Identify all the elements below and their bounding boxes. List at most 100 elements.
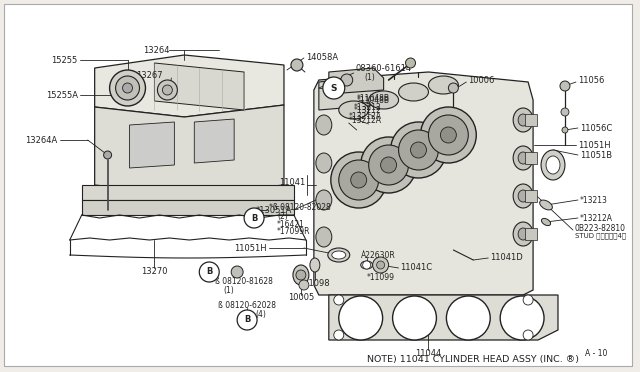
Circle shape	[560, 81, 570, 91]
Polygon shape	[195, 119, 234, 163]
Text: *17099R: *17099R	[277, 227, 310, 235]
Text: 11044: 11044	[415, 349, 442, 357]
Text: B: B	[244, 315, 250, 324]
Circle shape	[334, 295, 344, 305]
Circle shape	[561, 108, 569, 116]
Text: (1): (1)	[223, 285, 234, 295]
Text: 11056: 11056	[578, 76, 604, 84]
Circle shape	[323, 77, 345, 99]
Circle shape	[363, 261, 371, 269]
Polygon shape	[154, 63, 244, 110]
Circle shape	[231, 266, 243, 278]
Text: 11051H: 11051H	[578, 141, 611, 150]
Circle shape	[340, 74, 353, 86]
Circle shape	[377, 261, 385, 269]
Ellipse shape	[328, 248, 349, 262]
Circle shape	[523, 330, 533, 340]
Text: 15255: 15255	[51, 55, 77, 64]
Polygon shape	[95, 55, 284, 117]
Bar	[525, 228, 537, 240]
Text: NOTE) 11041 CYLINDER HEAD ASSY (INC. ®): NOTE) 11041 CYLINDER HEAD ASSY (INC. ®)	[367, 355, 579, 364]
Polygon shape	[329, 68, 383, 94]
Circle shape	[372, 257, 388, 273]
Ellipse shape	[541, 218, 550, 225]
Text: 13270: 13270	[141, 267, 168, 276]
Circle shape	[104, 151, 111, 159]
Polygon shape	[82, 200, 294, 215]
Text: B: B	[206, 267, 212, 276]
Text: *13212A: *13212A	[349, 115, 381, 125]
Ellipse shape	[339, 101, 369, 119]
Text: 10006: 10006	[468, 76, 495, 84]
Ellipse shape	[369, 91, 399, 109]
Text: 13264: 13264	[143, 45, 170, 55]
Circle shape	[199, 262, 220, 282]
Circle shape	[523, 295, 533, 305]
Text: B: B	[251, 214, 257, 222]
Ellipse shape	[316, 153, 332, 173]
Text: *16421: *16421	[277, 219, 305, 228]
Circle shape	[163, 85, 172, 95]
Circle shape	[446, 296, 490, 340]
Ellipse shape	[518, 152, 528, 164]
Text: *13212: *13212	[354, 106, 381, 115]
Text: 08360-61614: 08360-61614	[356, 64, 412, 73]
Polygon shape	[329, 295, 558, 340]
Polygon shape	[314, 72, 533, 295]
Text: (4): (4)	[255, 311, 266, 320]
Circle shape	[392, 296, 436, 340]
Ellipse shape	[513, 184, 533, 208]
Text: 13267: 13267	[136, 71, 163, 80]
Circle shape	[410, 142, 426, 158]
Circle shape	[381, 157, 397, 173]
Circle shape	[339, 160, 379, 200]
Ellipse shape	[310, 258, 320, 272]
Text: Ȧ22630R: Ȧ22630R	[361, 251, 396, 260]
Circle shape	[122, 83, 132, 93]
Text: *13051A: *13051A	[255, 205, 292, 215]
Text: *13212A: *13212A	[580, 214, 613, 222]
Circle shape	[116, 76, 140, 100]
Text: 11051B: 11051B	[580, 151, 612, 160]
Text: *11099: *11099	[367, 273, 395, 282]
Text: ß 08120-81628: ß 08120-81628	[215, 278, 273, 286]
Polygon shape	[95, 105, 284, 195]
Circle shape	[244, 208, 264, 228]
Circle shape	[109, 70, 145, 106]
Circle shape	[399, 130, 438, 170]
Text: 11051H: 11051H	[234, 244, 267, 253]
Ellipse shape	[518, 190, 528, 202]
Circle shape	[296, 270, 306, 280]
Text: *11048B: *11048B	[356, 93, 390, 103]
Circle shape	[406, 58, 415, 68]
Bar	[525, 152, 537, 164]
Ellipse shape	[518, 228, 528, 240]
Ellipse shape	[518, 114, 528, 126]
Text: (2): (2)	[277, 212, 288, 221]
Circle shape	[291, 59, 303, 71]
Circle shape	[351, 172, 367, 188]
Text: *13212A: *13212A	[349, 112, 381, 121]
Polygon shape	[319, 78, 379, 110]
Text: *13212: *13212	[354, 103, 381, 112]
Ellipse shape	[293, 265, 309, 285]
Text: STUD スタッド（4）: STUD スタッド（4）	[575, 233, 626, 239]
Circle shape	[299, 280, 309, 290]
Circle shape	[390, 122, 446, 178]
Circle shape	[440, 127, 456, 143]
Circle shape	[157, 80, 177, 100]
Text: (1): (1)	[365, 73, 376, 81]
Ellipse shape	[428, 76, 458, 94]
Circle shape	[420, 107, 476, 163]
Polygon shape	[129, 122, 174, 168]
Text: *11048B: *11048B	[356, 96, 390, 105]
Text: 11056C: 11056C	[580, 124, 612, 132]
Circle shape	[361, 137, 417, 193]
FancyBboxPatch shape	[4, 4, 632, 366]
Text: 10005: 10005	[288, 294, 314, 302]
Text: 11041D: 11041D	[490, 253, 523, 263]
Ellipse shape	[513, 108, 533, 132]
Text: 13264A: 13264A	[26, 135, 58, 144]
Ellipse shape	[361, 261, 372, 269]
Text: 0B223-82810: 0B223-82810	[575, 224, 626, 232]
